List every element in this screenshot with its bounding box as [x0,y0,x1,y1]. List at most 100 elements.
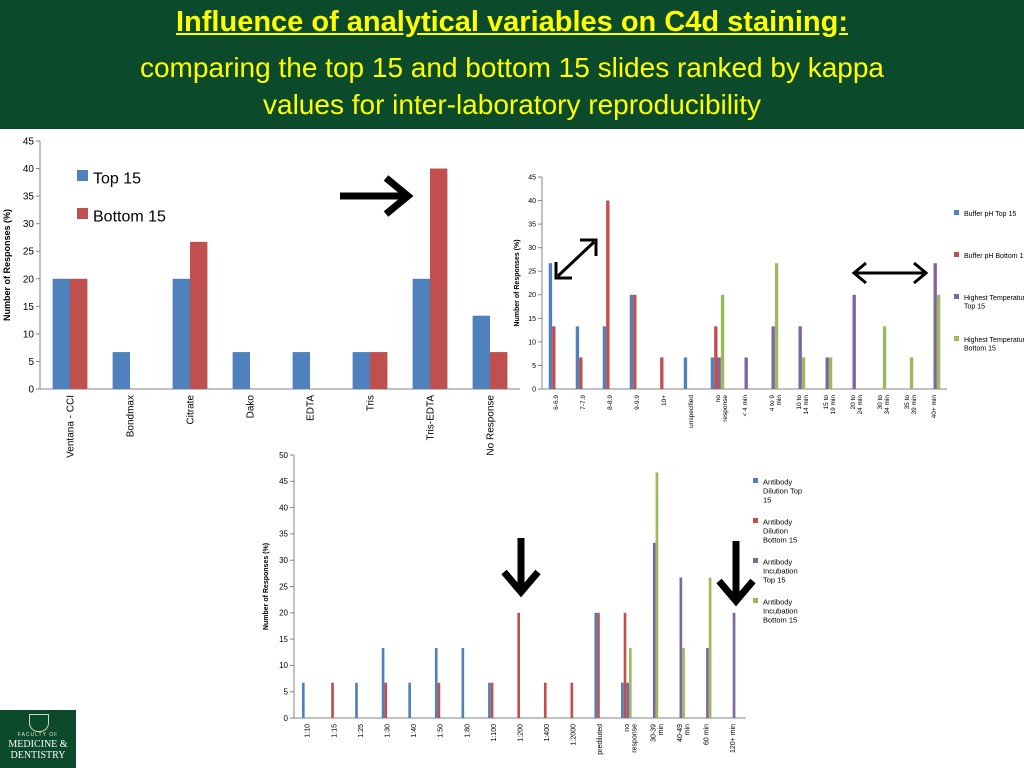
ph_temp-bar-3-15 [933,263,937,389]
antibody-y-tick-label: 0 [284,714,289,723]
ph_temp-legend-label-2: Buffer pH Bottom 15 [964,253,1024,260]
antibody-legend-swatch-1 [753,478,758,483]
antibody-legend-label-3: Antibody Incubation Top 15 [763,557,798,584]
antibody-legend-swatch-3 [753,558,758,563]
ph_temp-x-tick-label: 20 to24 min [850,395,864,415]
ph-temperature-chart: 0 5 10 15 20 25 30 35 40 45 Number of Responses (%… [514,174,1024,427]
svg-text:1:40: 1:40 [411,724,418,738]
buffer-x-tick-label: Bondmax [126,395,137,437]
ph_temp-x-tick-label: 35 to39 min [904,395,918,415]
svg-text:Tris: Tris [366,395,377,411]
antibody-x-tick-label: 60 min [704,724,711,745]
antibody-y-tick-label: 45 [279,477,288,486]
svg-text:noresponse: noresponse [624,724,639,753]
antibody-bar-1-5 [408,682,411,718]
crest-icon [29,714,49,732]
ph_temp-y-tick-label: 25 [528,269,536,276]
ph_temp-y-tick-label: 10 [528,339,536,346]
arrow-down-icon-2 [716,541,756,607]
ph_temp-x-tick-label: 30 to34 min [877,395,891,415]
svg-text:10+: 10+ [661,395,668,406]
svg-text:1:30: 1:30 [385,724,392,738]
ph_temp-y-tick-label: 20 [528,292,536,299]
svg-text:1:10: 1:10 [305,724,312,738]
ph_temp-bar-3-11 [825,357,829,389]
antibody-bar-3-17 [732,612,736,718]
ph_temp-bar-2-5 [660,357,664,389]
antibody-bar-1-8 [488,682,491,718]
antibody-x-tick-label: prediluted [597,724,604,755]
ph_temp-y-tick-label: 5 [532,363,536,370]
arrow-right-icon [340,175,414,217]
antibody-y-tick-label: 5 [284,688,289,697]
ph_temp-legend-swatch-2 [954,252,959,257]
buffer-x-tick-label: Dako [246,395,257,419]
ph_temp-legend-label-3: Highest Temperature Top 15 [964,295,1024,310]
antibody-bar-2-6 [437,682,441,718]
svg-text:7-7.9: 7-7.9 [580,395,587,410]
svg-text:10 to14 min: 10 to14 min [796,395,810,415]
ph_temp-x-tick-label: 7-7.9 [580,395,587,410]
svg-text:noresponse: noresponse [715,395,729,422]
ph_temp-bar-1-1 [548,263,553,389]
buffer-bar-1-2 [112,352,130,389]
slide-subtitle-line-2: values for inter-laboratory reproducibil… [263,89,761,120]
ph_temp-bar-2-1 [552,326,556,389]
ph_temp-x-tick-label: 8-8.9 [607,395,614,410]
ph_temp-bar-3-9 [771,326,775,389]
svg-text:1:25: 1:25 [358,724,365,738]
ph_temp-bar-3-10 [798,326,802,389]
ph_temp-bar-4-11 [828,357,833,389]
ph_temp-bar-2-2 [579,357,583,389]
ph_temp-y-axis-label: Number of Responses (%) [514,239,521,326]
slide-header: Influence of analytical variables on C4d… [0,0,1024,129]
svg-text:6-6.9: 6-6.9 [553,395,560,410]
buffer-bar-2-8 [490,352,508,389]
antibody-y-tick-label: 35 [279,530,288,539]
svg-text:1:200: 1:200 [517,724,524,742]
svg-text:8-8.9: 8-8.9 [607,395,614,410]
buffer-bar-1-8 [472,315,490,389]
ph_temp-bar-1-6 [683,357,688,389]
antibody-x-tick-label: 1:2000 [571,724,578,746]
svg-text:Citrate: Citrate [186,395,197,425]
buffer-y-tick-label: 5 [28,357,34,368]
ph_temp-bar-2-7 [714,326,718,389]
antibody-bar-1-12 [594,612,598,718]
logo-faculty-text: FACULTY OF [17,732,59,738]
antibody-chart: 0 5 10 15 20 25 30 35 40 45 50 Number of Responses … [263,451,802,755]
ph_temp-y-tick-label: 0 [532,386,536,393]
antibody-x-tick-label: 1:400 [544,724,551,742]
ph_temp-legend-label-4: Highest Temperature Bottom 15 [964,337,1024,352]
svg-text:1:50: 1:50 [438,724,445,738]
ph_temp-legend-swatch-1 [954,210,959,215]
antibody-bar-4-16 [708,577,712,718]
ph_temp-bar-1-7 [710,357,715,389]
svg-text:120+ min: 120+ min [730,724,737,753]
buffer-x-tick-label: Citrate [186,395,197,425]
buffer-bar-1-4 [232,352,250,389]
antibody-bar-3-13 [626,682,630,718]
ph_temp-x-tick-label: 4 to 9min [769,395,783,412]
buffer-bar-2-3 [190,241,208,389]
svg-text:40+ min: 40+ min [931,395,938,419]
antibody-bar-2-2 [331,682,334,718]
antibody-bar-1-6 [434,648,438,718]
ph_temp-bar-1-4 [629,294,634,389]
antibody-legend-swatch-4 [753,598,758,603]
double-arrow-diagonal-icon [554,238,598,280]
svg-text:Tris-EDTA: Tris-EDTA [426,395,437,441]
ph_temp-y-tick-label: 40 [528,198,536,205]
svg-text:prediluted: prediluted [597,724,604,755]
ph_temp-bar-4-15 [936,294,941,389]
ph_temp-bar-4-7 [720,294,725,389]
ph_temp-bar-2-4 [633,294,637,389]
ph_temp-x-tick-label: 40+ min [931,395,938,419]
buffer-bar-2-6 [370,352,388,389]
buffer-y-tick-label: 25 [23,247,35,258]
svg-text:4 to 9min: 4 to 9min [769,395,783,412]
svg-text:35 to39 min: 35 to39 min [904,395,918,415]
antibody-bar-4-14 [655,472,659,718]
ph_temp-y-tick-label: 35 [528,222,536,229]
slide-title: Influence of analytical variables on C4d… [176,6,848,38]
